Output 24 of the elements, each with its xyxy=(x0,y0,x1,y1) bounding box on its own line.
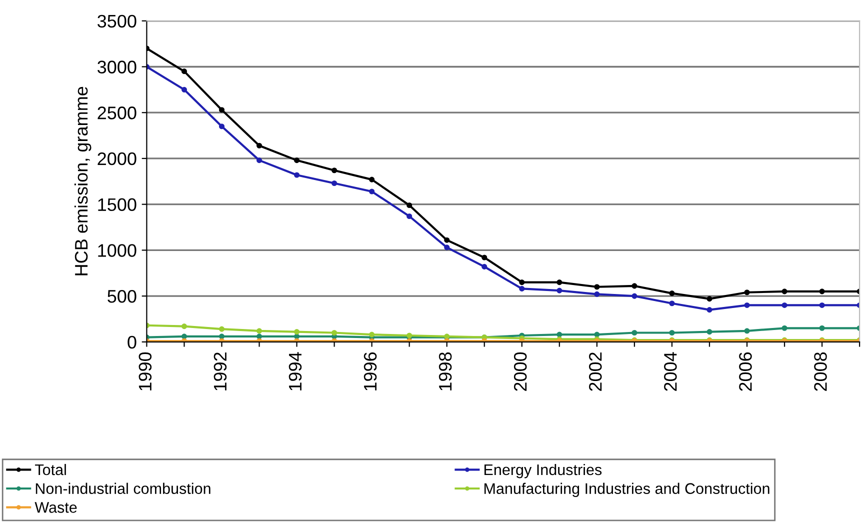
y-tick-label: 2000 xyxy=(98,152,136,166)
legend-label: Energy Industries xyxy=(484,464,602,478)
y-tick-label: 3000 xyxy=(98,60,136,74)
x-tick-label: 2004 xyxy=(664,352,677,391)
legend-label: Manufacturing Industries and Construction xyxy=(484,482,770,498)
x-tick-label: 2000 xyxy=(514,352,527,391)
x-tick-label: 1992 xyxy=(214,352,227,390)
x-tick-label: 2008 xyxy=(814,352,827,391)
legend-label: Waste xyxy=(34,502,77,513)
y-tick-label: 2500 xyxy=(98,106,136,120)
y-tick-label: 500 xyxy=(108,290,136,303)
x-tick-label: 1996 xyxy=(364,352,377,390)
y-tick-label: 0 xyxy=(128,336,136,349)
x-tick-label: 1994 xyxy=(288,352,302,390)
x-tick-label: 2006 xyxy=(739,352,752,391)
x-tick-label: 1990 xyxy=(138,352,152,390)
legend-label: Total xyxy=(35,464,66,476)
y-tick-label: 1500 xyxy=(98,198,136,212)
x-tick-label: 1998 xyxy=(438,352,452,390)
y-tick-label: 1000 xyxy=(98,244,136,257)
x-tick-label: 2002 xyxy=(588,352,602,391)
y-tick-label: 3500 xyxy=(98,14,136,28)
legend-label: Non-industrial combustion xyxy=(36,482,210,494)
y-axis-title: HCB emission, gramme xyxy=(74,86,92,276)
